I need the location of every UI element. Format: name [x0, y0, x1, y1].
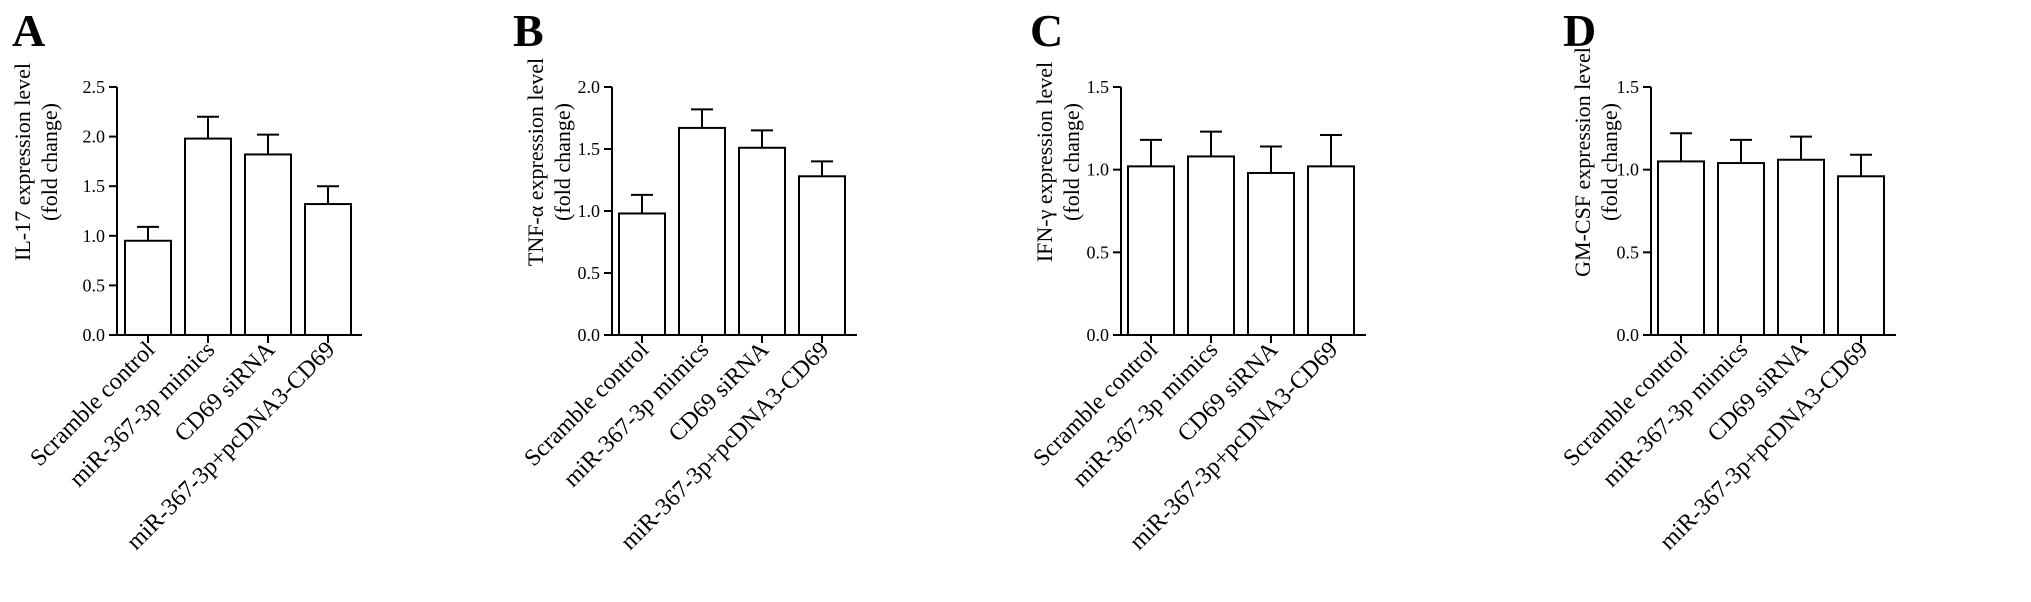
panel-letter-b: B [513, 5, 544, 56]
panel-b: B TNF-α expression level (fold change) 0… [513, 5, 857, 555]
y-tick-label-c: 0.5 [1087, 242, 1110, 262]
y-tick-label-a: 2.0 [83, 127, 106, 147]
panel-a: A IL-17 expression level (fold change) 0… [10, 5, 362, 555]
panel-c: C IFN-γ expression level (fold change) 0… [1028, 5, 1366, 555]
panel-d: D GM-CSF expression level (fold change) … [1558, 5, 1896, 555]
bar-b [798, 175, 846, 336]
bar-b [618, 212, 666, 336]
bar-a [184, 137, 232, 336]
bar-c [1247, 171, 1295, 336]
bar-c [1307, 165, 1355, 336]
bar-d [1717, 162, 1765, 336]
panel-letter-c: C [1030, 5, 1063, 56]
y-tick-label-b: 0.5 [578, 263, 601, 283]
y-tick-label-c: 1.0 [1087, 160, 1110, 180]
bar-c [1187, 155, 1235, 336]
y-axis-label-c-line1: IFN-γ expression level [1032, 62, 1057, 262]
y-tick-label-d: 0.5 [1617, 242, 1640, 262]
panel-letter-d: D [1563, 5, 1596, 56]
y-tick-label-d: 1.5 [1617, 77, 1640, 97]
bar-c [1127, 165, 1175, 336]
y-axis-label-b-line2: (fold change) [550, 103, 575, 221]
y-tick-label-b: 2.0 [578, 77, 601, 97]
y-tick-label-a: 1.0 [83, 226, 106, 246]
panel-letter-a: A [12, 5, 45, 56]
bar-d [1657, 160, 1705, 336]
bar-a [304, 203, 352, 336]
y-tick-label-b: 1.5 [578, 139, 601, 159]
y-tick-label-a: 2.5 [83, 77, 106, 97]
y-axis-label-a-line1: IL-17 expression level [10, 63, 35, 261]
y-axis-label-a-line2: (fold change) [37, 103, 62, 221]
y-tick-label-b: 1.0 [578, 201, 601, 221]
y-tick-label-a: 1.5 [83, 176, 106, 196]
bar-b [738, 146, 786, 336]
y-axis-label-d-line2: (fold change) [1597, 103, 1622, 221]
bar-a [244, 153, 292, 336]
y-axis-label-c-line2: (fold change) [1059, 103, 1084, 221]
y-axis-label-d-line1: GM-CSF expression level [1570, 47, 1595, 277]
y-tick-label-a: 0.0 [83, 325, 106, 345]
y-tick-label-d: 1.0 [1617, 160, 1640, 180]
bar-d [1837, 175, 1885, 336]
bar-d [1777, 158, 1825, 336]
y-tick-label-b: 0.0 [578, 325, 601, 345]
bar-a [124, 239, 172, 336]
y-tick-label-c: 1.5 [1087, 77, 1110, 97]
y-axis-label-b-line1: TNF-α expression level [523, 58, 548, 266]
y-tick-label-c: 0.0 [1087, 325, 1110, 345]
y-tick-label-d: 0.0 [1617, 325, 1640, 345]
bar-b [678, 126, 726, 336]
y-tick-label-a: 0.5 [83, 275, 106, 295]
